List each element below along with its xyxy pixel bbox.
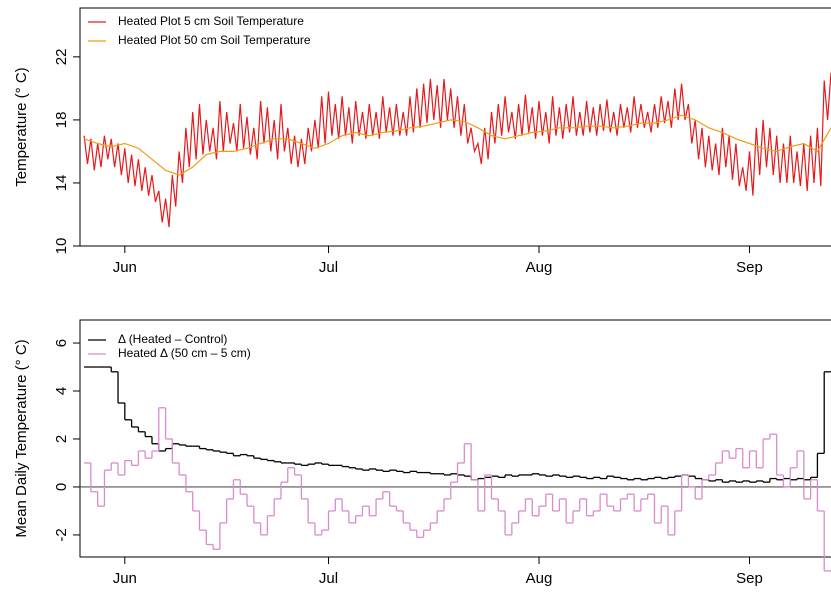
y-tick-label: 6 <box>53 339 70 347</box>
x-tick-label: Aug <box>526 570 553 587</box>
y-tick-label: 18 <box>53 112 70 129</box>
x-tick-label: Jun <box>113 259 137 276</box>
y-tick-label: 10 <box>53 238 70 255</box>
y-tick-label: -2 <box>53 528 70 541</box>
y-tick-label: 2 <box>53 435 70 443</box>
legend-label: Heated Plot 5 cm Soil Temperature <box>118 14 304 28</box>
y-tick-label: 14 <box>53 175 70 192</box>
series-line <box>83 114 831 176</box>
series-line <box>83 72 831 228</box>
y-axis-label: Temperature (° C) <box>13 67 30 186</box>
legend-label: Heated Δ (50 cm – 5 cm) <box>118 346 251 360</box>
x-tick-label: Jul <box>319 570 338 587</box>
plot-frame <box>79 7 831 247</box>
y-tick-label: 22 <box>53 49 70 66</box>
legend-label: Heated Plot 50 cm Soil Temperature <box>118 33 311 47</box>
series-group <box>83 72 831 228</box>
x-tick-label: Aug <box>526 259 553 276</box>
y-axis-label: Mean Daily Temperature (° C) <box>13 339 30 537</box>
legend-label: Δ (Heated – Control) <box>118 332 227 346</box>
y-tick-label: 4 <box>53 387 70 395</box>
series-group <box>84 366 831 572</box>
x-tick-label: Jun <box>113 570 137 587</box>
x-tick-label: Sep <box>736 570 763 587</box>
y-tick-label: 0 <box>53 483 70 491</box>
x-tick-label: Sep <box>736 259 763 276</box>
x-tick-label: Jul <box>319 259 338 276</box>
